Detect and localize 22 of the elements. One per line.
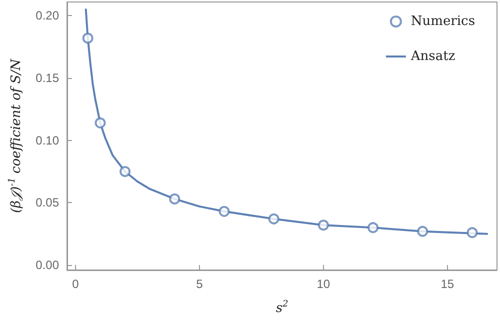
x-tick-label: 0 <box>72 277 80 291</box>
point <box>218 206 230 217</box>
legend-label: Numerics <box>410 14 475 29</box>
y-tick-label: 0.20 <box>36 8 60 23</box>
y-axis-title: (β𝒥)-1 coefficient of S/N <box>8 58 24 214</box>
y-tick-label: 0.10 <box>36 133 60 148</box>
point <box>466 227 478 238</box>
y-tick-label: 0.00 <box>36 258 60 272</box>
x-tick-label: 15 <box>440 277 454 291</box>
y-tick-label: 0.05 <box>36 196 60 210</box>
point <box>268 213 280 224</box>
x-tick-label: 10 <box>316 277 330 291</box>
point <box>82 32 94 44</box>
point <box>417 226 428 237</box>
x-tick-label: 5 <box>196 277 204 291</box>
point <box>94 117 106 128</box>
y-tick-label: 0.15 <box>36 71 60 86</box>
point <box>318 220 329 231</box>
point <box>169 193 180 204</box>
legend-label: Ansatz <box>410 49 456 64</box>
point <box>120 166 131 178</box>
point <box>368 222 379 234</box>
